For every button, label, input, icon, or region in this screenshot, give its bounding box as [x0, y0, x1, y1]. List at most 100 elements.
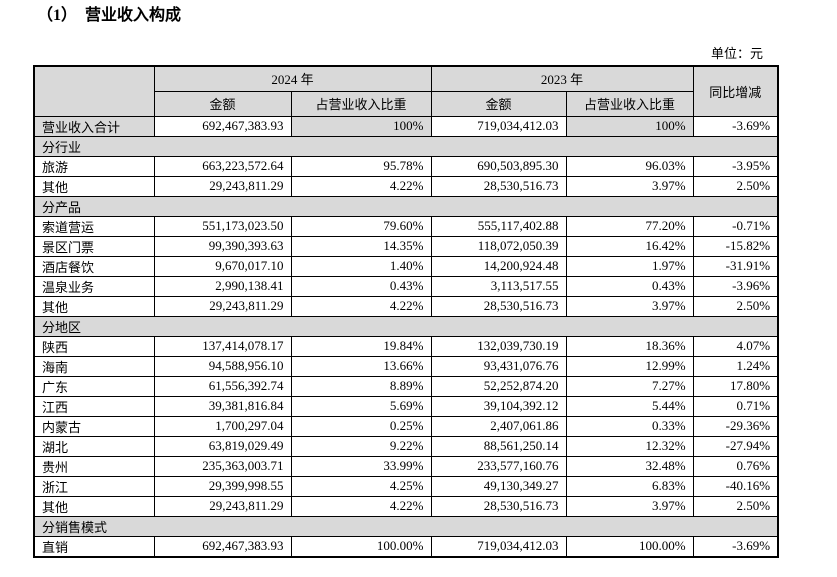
amount-2024-cell: 29,399,998.55 [153, 475, 292, 497]
proportion-2024-cell: 95.78% [290, 155, 432, 177]
amount-2023-cell: 28,530,516.73 [430, 495, 567, 517]
yoy-cell: 2.50% [692, 295, 779, 317]
section-label: 分地区 [33, 315, 779, 337]
yoy-cell: -3.95% [692, 155, 779, 177]
yoy-cell: -3.69% [692, 115, 779, 137]
proportion-2024-cell: 14.35% [290, 235, 432, 257]
proportion-2024-cell: 4.22% [290, 175, 432, 197]
proportion-2024-cell: 4.22% [290, 295, 432, 317]
table-header: 2024 年 2023 年 同比增减 金额 占营业收入比重 金额 占营业收入比重 [33, 65, 779, 117]
amount-2024-cell: 39,381,816.84 [153, 395, 292, 417]
amount-2024-cell: 94,588,956.10 [153, 355, 292, 377]
yoy-cell: 1.24% [692, 355, 779, 377]
row-label-cell: 内蒙古 [33, 415, 155, 437]
section-title: （1） 营业收入构成 [37, 7, 182, 24]
row-label-cell: 其他 [33, 175, 155, 197]
row-label-cell: 海南 [33, 355, 155, 377]
table-row: 温泉业务 2,990,138.41 0.43% 3,113,517.55 0.43% -3… [33, 275, 779, 297]
amount-2024-cell: 1,700,297.04 [153, 415, 292, 437]
table-row: 营业收入合计 692,467,383.93 100% 719,034,412.03 10… [33, 115, 779, 137]
row-label-cell: 直销 [33, 535, 155, 557]
amount-2024-cell: 663,223,572.64 [153, 155, 292, 177]
amount-2024-cell: 99,390,393.63 [153, 235, 292, 257]
proportion-2024-cell: 9.22% [290, 435, 432, 457]
proportion-2024-cell: 4.22% [290, 495, 432, 517]
amount-2023-cell: 93,431,076.76 [430, 355, 567, 377]
unit-label: 单位：元 [710, 46, 763, 61]
proportion-2023-cell: 100% [565, 115, 694, 137]
proportion-2023-cell: 6.83% [565, 475, 694, 497]
yoy-cell: -15.82% [692, 235, 779, 257]
row-label-cell: 其他 [33, 495, 155, 517]
header-row-measures: 金额 占营业收入比重 金额 占营业收入比重 [34, 90, 778, 117]
amount-2024-cell: 29,243,811.29 [153, 295, 292, 317]
table-row: 海南 94,588,956.10 13.66% 93,431,076.76 12.99%… [33, 355, 779, 377]
proportion-2023-header: 占营业收入比重 [565, 90, 694, 117]
year-2023-header: 2023 年 [430, 65, 694, 92]
amount-2024-cell: 235,363,003.71 [153, 455, 292, 477]
section-label: 分销售模式 [33, 515, 779, 537]
yoy-cell: -29.36% [692, 415, 779, 437]
table-row: 广东 61,556,392.74 8.89% 52,252,874.20 7.27% 17… [33, 375, 779, 397]
yoy-cell: -3.96% [692, 275, 779, 297]
amount-2023-header: 金额 [430, 90, 567, 117]
yoy-cell: -0.71% [692, 215, 779, 237]
yoy-cell: 2.50% [692, 495, 779, 517]
table-row: 浙江 29,399,998.55 4.25% 49,130,349.27 6.83% -4… [33, 475, 779, 497]
amount-2023-cell: 719,034,412.03 [430, 115, 567, 137]
amount-2024-header: 金额 [153, 90, 292, 117]
amount-2023-cell: 52,252,874.20 [430, 375, 567, 397]
amount-2024-cell: 9,670,017.10 [153, 255, 292, 277]
row-label-cell: 其他 [33, 295, 155, 317]
yoy-cell: -3.69% [692, 535, 779, 557]
row-label-cell: 旅游 [33, 155, 155, 177]
amount-2023-cell: 49,130,349.27 [430, 475, 567, 497]
table-row: 旅游 663,223,572.64 95.78% 690,503,895.30 96.0… [33, 155, 779, 177]
section-label: 分产品 [33, 195, 779, 217]
table-row: 索道营运 551,173,023.50 79.60% 555,117,402.88 77… [33, 215, 779, 237]
proportion-2024-cell: 8.89% [290, 375, 432, 397]
proportion-2023-cell: 18.36% [565, 335, 694, 357]
amount-2024-cell: 692,467,383.93 [153, 115, 292, 137]
row-label-cell: 湖北 [33, 435, 155, 457]
table-body: 营业收入合计 692,467,383.93 100% 719,034,412.03 10… [33, 115, 779, 557]
row-label-cell: 贵州 [33, 455, 155, 477]
proportion-2024-cell: 13.66% [290, 355, 432, 377]
amount-2024-cell: 692,467,383.93 [153, 535, 292, 557]
amount-2023-cell: 88,561,250.14 [430, 435, 567, 457]
table-row: 陕西 137,414,078.17 19.84% 132,039,730.19 18.3… [33, 335, 779, 357]
proportion-2023-cell: 12.99% [565, 355, 694, 377]
yoy-cell: -31.91% [692, 255, 779, 277]
amount-2024-cell: 29,243,811.29 [153, 175, 292, 197]
proportion-2024-cell: 79.60% [290, 215, 432, 237]
proportion-2023-cell: 1.97% [565, 255, 694, 277]
table-row: 湖北 63,819,029.49 9.22% 88,561,250.14 12.32% -… [33, 435, 779, 457]
table-row: 内蒙古 1,700,297.04 0.25% 2,407,061.86 0.33% -29… [33, 415, 779, 437]
row-label-cell: 营业收入合计 [33, 115, 155, 137]
table-row: 江西 39,381,816.84 5.69% 39,104,392.12 5.44% 0.… [33, 395, 779, 417]
proportion-2023-cell: 3.97% [565, 295, 694, 317]
row-label-cell: 温泉业务 [33, 275, 155, 297]
amount-2023-cell: 14,200,924.48 [430, 255, 567, 277]
proportion-2023-cell: 77.20% [565, 215, 694, 237]
proportion-2023-cell: 0.33% [565, 415, 694, 437]
row-label-cell: 景区门票 [33, 235, 155, 257]
yoy-cell: 0.71% [692, 395, 779, 417]
proportion-2023-cell: 3.97% [565, 495, 694, 517]
proportion-2023-cell: 96.03% [565, 155, 694, 177]
amount-2023-cell: 132,039,730.19 [430, 335, 567, 357]
yoy-cell: 0.76% [692, 455, 779, 477]
row-label-cell: 江西 [33, 395, 155, 417]
row-label-cell: 陕西 [33, 335, 155, 357]
proportion-2023-cell: 7.27% [565, 375, 694, 397]
section-row: 分销售模式 [33, 515, 779, 537]
section-row: 分行业 [33, 135, 779, 157]
table-row: 贵州 235,363,003.71 33.99% 233,577,160.76 32.4… [33, 455, 779, 477]
proportion-2024-cell: 33.99% [290, 455, 432, 477]
amount-2023-cell: 233,577,160.76 [430, 455, 567, 477]
amount-2023-cell: 555,117,402.88 [430, 215, 567, 237]
table-row: 酒店餐饮 9,670,017.10 1.40% 14,200,924.48 1.97% -… [33, 255, 779, 277]
proportion-2023-cell: 5.44% [565, 395, 694, 417]
yoy-cell: -27.94% [692, 435, 779, 457]
proportion-2024-cell: 100.00% [290, 535, 432, 557]
